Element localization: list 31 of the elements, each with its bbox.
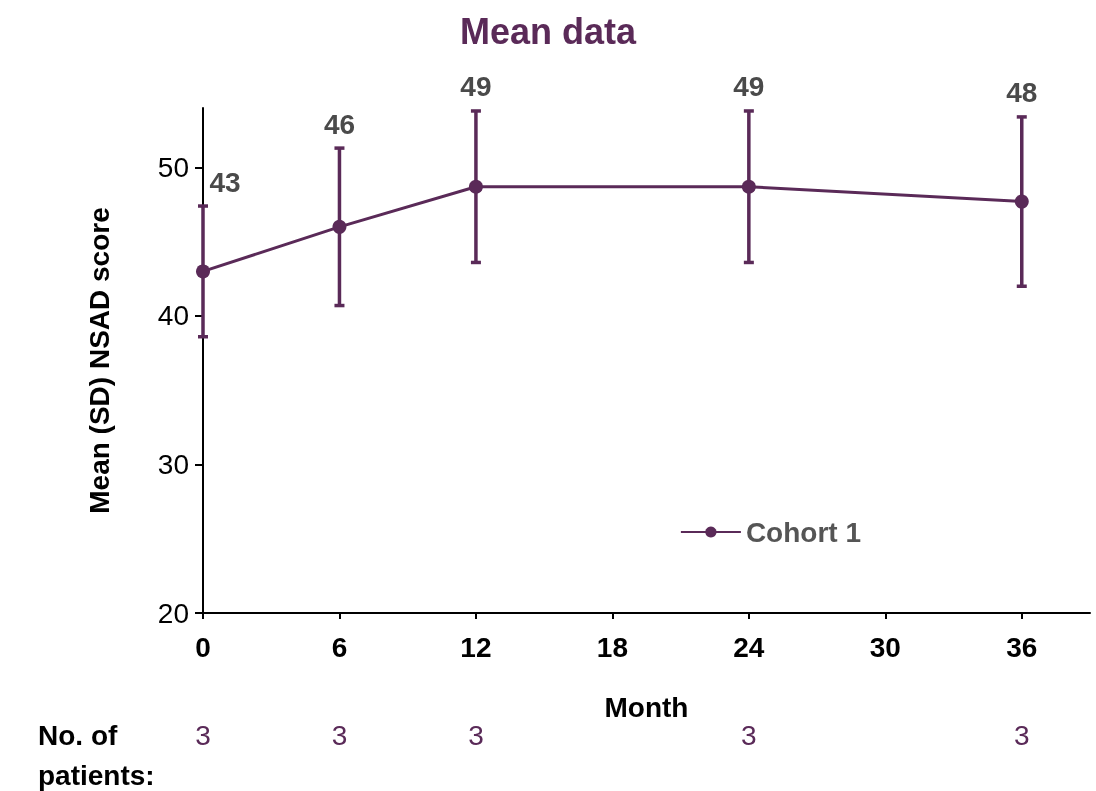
point xyxy=(468,179,483,194)
x-tick-label: 12 xyxy=(460,631,492,663)
y-tick-label: 50 xyxy=(157,151,189,183)
x-tick-label: 24 xyxy=(733,631,765,663)
x-tick-label: 6 xyxy=(331,631,348,663)
legend-label: Cohort 1 xyxy=(745,516,862,548)
data-label: 48 xyxy=(1006,77,1038,109)
y-axis-title: Mean (SD) NSAD score xyxy=(83,207,115,514)
y-tick-label: 20 xyxy=(157,597,189,629)
text: No. of patients: xyxy=(38,719,155,791)
point xyxy=(741,179,756,194)
x-tick-label: 30 xyxy=(869,631,901,663)
point xyxy=(196,264,210,279)
data-label: 43 xyxy=(209,166,241,198)
y-tick-label: 30 xyxy=(157,448,189,480)
point xyxy=(332,219,347,234)
data-label: 49 xyxy=(733,71,765,103)
text: 3 xyxy=(1013,719,1030,751)
text: 3 xyxy=(195,719,211,751)
data-label: 49 xyxy=(460,71,492,103)
x-axis-title: Month xyxy=(604,691,689,723)
text: 3 xyxy=(741,719,757,751)
chart-title: Mean data xyxy=(459,10,637,52)
data-label: 46 xyxy=(323,108,356,140)
x-tick-label: 0 xyxy=(195,631,211,663)
text: 3 xyxy=(331,719,348,751)
x-tick-label: 36 xyxy=(1006,631,1038,663)
point xyxy=(1014,194,1029,209)
x-tick-label: 18 xyxy=(596,631,628,663)
y-tick-label: 40 xyxy=(157,300,189,332)
text: 3 xyxy=(468,719,484,751)
